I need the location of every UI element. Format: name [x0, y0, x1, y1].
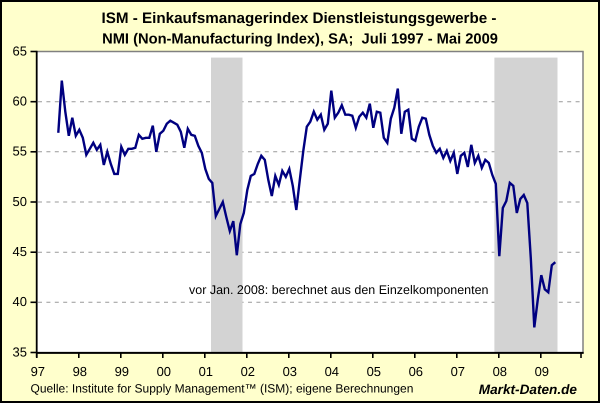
svg-text:07: 07 [451, 364, 465, 379]
svg-text:35: 35 [13, 344, 27, 359]
svg-text:03: 03 [283, 364, 297, 379]
svg-text:NMI (Non-Manufacturing Index),: NMI (Non-Manufacturing Index), SA; Juli … [102, 32, 498, 48]
svg-text:50: 50 [13, 194, 27, 209]
svg-text:01: 01 [199, 364, 213, 379]
svg-text:45: 45 [13, 244, 27, 259]
svg-text:05: 05 [367, 364, 381, 379]
svg-text:60: 60 [13, 94, 27, 109]
svg-text:ISM - Einkaufsmanagerindex Die: ISM - Einkaufsmanagerindex Dienstleistun… [102, 10, 497, 27]
svg-text:Markt-Daten.de: Markt-Daten.de [479, 382, 578, 397]
svg-text:65: 65 [13, 43, 27, 58]
svg-text:Quelle: Institute for Supply M: Quelle: Institute for Supply Management™… [31, 381, 414, 395]
svg-text:06: 06 [409, 364, 423, 379]
svg-text:00: 00 [157, 364, 171, 379]
svg-text:98: 98 [73, 364, 87, 379]
svg-text:99: 99 [115, 364, 129, 379]
svg-text:09: 09 [535, 364, 549, 379]
svg-text:08: 08 [493, 364, 507, 379]
svg-text:02: 02 [241, 364, 255, 379]
svg-text:vor Jan. 2008: berechnet aus d: vor Jan. 2008: berechnet aus den Einzelk… [189, 283, 489, 297]
svg-text:04: 04 [325, 364, 339, 379]
svg-text:97: 97 [31, 364, 45, 379]
svg-text:55: 55 [13, 144, 27, 159]
svg-text:40: 40 [13, 294, 27, 309]
